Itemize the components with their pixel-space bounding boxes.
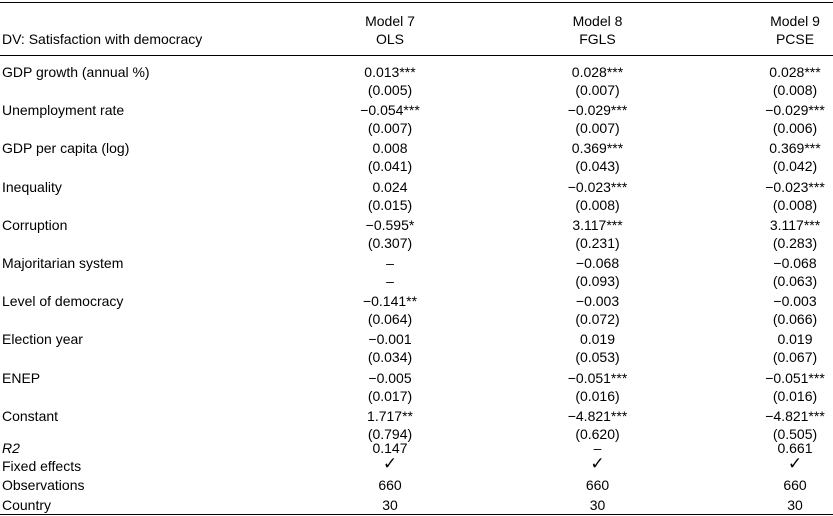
coef-cell: −0.595*: [365, 216, 415, 233]
row-label: GDP per capita (log): [2, 140, 130, 157]
coef-cell: 0.369***: [769, 140, 821, 157]
row-label: Inequality: [2, 178, 62, 195]
se-cell: (0.505): [772, 425, 818, 442]
check-icon: ✓: [787, 454, 803, 474]
se-cell: (0.006): [772, 120, 818, 137]
coef-cell: −4.821***: [567, 407, 628, 424]
row-label: GDP growth (annual %): [2, 64, 150, 80]
se-cell: (0.043): [575, 158, 620, 175]
coef-cell: –: [386, 255, 394, 271]
footer-value: 660: [585, 477, 610, 493]
se-cell: (0.042): [772, 158, 818, 175]
se-cell: (0.008): [575, 196, 620, 213]
row-label: ENEP: [2, 369, 41, 386]
bottom-rule: [0, 514, 833, 515]
footer-value: –: [593, 440, 602, 456]
row-label: Level of democracy: [2, 293, 124, 310]
se-cell: –: [386, 273, 394, 289]
coef-cell: 0.019: [777, 331, 813, 348]
footer-value: 0.147: [372, 440, 408, 456]
footer-value: 0.661: [777, 440, 813, 456]
se-cell: (0.007): [575, 82, 620, 98]
coef-cell: 3.117***: [769, 216, 821, 233]
model-9-method: PCSE: [775, 31, 815, 47]
se-cell: (0.008): [772, 82, 818, 98]
footer-value: 660: [378, 477, 402, 493]
row-label: Corruption: [2, 216, 68, 233]
se-cell: (0.064): [367, 311, 413, 328]
coef-cell: −0.023***: [765, 178, 825, 195]
se-cell: (0.307): [367, 234, 413, 251]
coef-cell: 0.028***: [571, 64, 624, 80]
coef-cell: −0.003: [575, 293, 620, 310]
se-cell: (0.066): [772, 311, 818, 328]
top-rule: [0, 2, 833, 3]
dv-label: DV: Satisfaction with democracy: [2, 31, 203, 47]
footer-value: 30: [382, 497, 398, 513]
model-8-name: Model 8: [572, 13, 623, 29]
coef-cell: −0.051***: [567, 369, 628, 386]
se-cell: (0.017): [367, 387, 413, 404]
check-icon: ✓: [590, 454, 605, 474]
row-label: Constant: [2, 407, 59, 424]
footer-label: Country: [2, 497, 52, 513]
coef-cell: 0.013***: [364, 64, 416, 80]
footer-value: 660: [783, 477, 807, 493]
footer-value: 30: [589, 497, 606, 513]
coef-cell: −0.141**: [362, 293, 418, 310]
coef-cell: 0.024: [372, 178, 408, 195]
header-rule: [0, 55, 833, 56]
footer-value: 30: [787, 497, 803, 513]
coef-cell: −0.051***: [765, 369, 825, 386]
model-7-name: Model 7: [365, 13, 415, 29]
footer-label: Fixed effects: [2, 458, 82, 474]
se-cell: (0.016): [772, 387, 818, 404]
coef-cell: 1.717**: [367, 407, 413, 424]
coef-cell: 0.369***: [571, 140, 624, 157]
model-9-name: Model 9: [770, 13, 820, 29]
se-cell: (0.067): [772, 349, 818, 366]
se-cell: (0.034): [367, 349, 413, 366]
coef-cell: 0.028***: [769, 64, 821, 80]
se-cell: (0.007): [575, 120, 620, 137]
se-cell: (0.007): [367, 120, 413, 137]
coef-cell: −0.068: [575, 255, 620, 271]
se-cell: (0.015): [367, 196, 413, 213]
row-label: Unemployment rate: [2, 102, 125, 119]
coef-cell: −0.029***: [567, 102, 628, 119]
se-cell: (0.231): [575, 234, 620, 251]
se-cell: (0.016): [575, 387, 620, 404]
se-cell: (0.794): [367, 425, 413, 442]
se-cell: (0.063): [772, 273, 818, 289]
coef-cell: −4.821***: [765, 407, 825, 424]
coef-cell: 0.008: [372, 140, 408, 157]
coef-cell: −0.054***: [360, 102, 420, 119]
se-cell: (0.620): [575, 425, 620, 442]
row-label: Election year: [2, 331, 83, 348]
se-cell: (0.008): [772, 196, 818, 213]
coef-cell: −0.068: [773, 255, 817, 271]
se-cell: (0.041): [367, 158, 413, 175]
coef-cell: 0.019: [579, 331, 616, 348]
model-8-method: FGLS: [579, 31, 616, 47]
se-cell: (0.093): [575, 273, 620, 289]
coef-cell: −0.023***: [567, 178, 628, 195]
coef-cell: −0.029***: [765, 102, 825, 119]
coef-cell: −0.003: [773, 293, 817, 310]
se-cell: (0.005): [367, 82, 413, 98]
coef-cell: −0.005: [368, 369, 412, 386]
se-cell: (0.053): [575, 349, 620, 366]
check-icon: ✓: [382, 454, 398, 474]
se-cell: (0.072): [575, 311, 620, 328]
model-7-method: OLS: [375, 31, 404, 47]
row-label: Majoritarian system: [2, 255, 124, 271]
se-cell: (0.283): [772, 234, 818, 251]
footer-label: Observations: [2, 477, 85, 493]
coef-cell: 3.117***: [572, 216, 623, 233]
footer-label: R2: [2, 440, 20, 456]
coef-cell: −0.001: [368, 331, 412, 348]
